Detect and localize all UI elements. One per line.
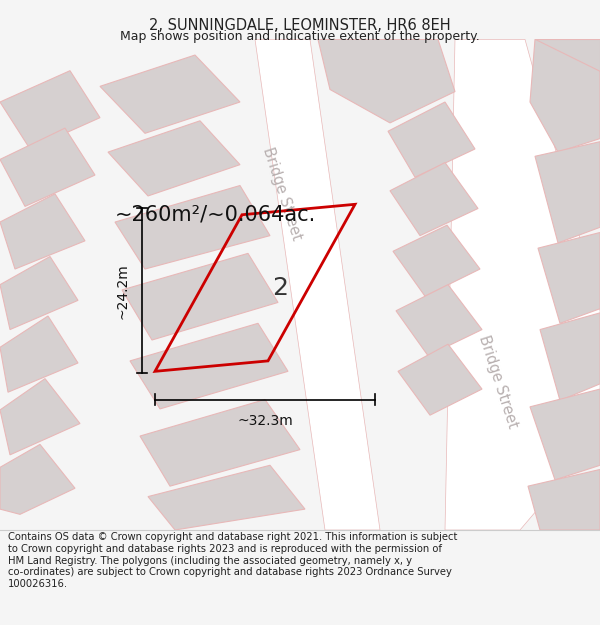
Text: Map shows position and indicative extent of the property.: Map shows position and indicative extent… bbox=[120, 30, 480, 43]
Polygon shape bbox=[0, 256, 78, 329]
Polygon shape bbox=[530, 39, 600, 152]
Text: ~32.3m: ~32.3m bbox=[237, 414, 293, 428]
Text: 2, SUNNINGDALE, LEOMINSTER, HR6 8EH: 2, SUNNINGDALE, LEOMINSTER, HR6 8EH bbox=[149, 18, 451, 32]
Polygon shape bbox=[108, 121, 240, 196]
Polygon shape bbox=[130, 323, 288, 409]
Polygon shape bbox=[530, 389, 600, 480]
Polygon shape bbox=[445, 39, 600, 530]
Polygon shape bbox=[396, 285, 482, 356]
Polygon shape bbox=[255, 39, 380, 530]
Polygon shape bbox=[318, 39, 455, 123]
Text: Bridge Street: Bridge Street bbox=[260, 146, 304, 242]
Polygon shape bbox=[148, 465, 305, 530]
Polygon shape bbox=[540, 313, 600, 401]
Polygon shape bbox=[0, 379, 80, 455]
Polygon shape bbox=[100, 55, 240, 133]
Polygon shape bbox=[393, 225, 480, 296]
Polygon shape bbox=[535, 142, 600, 243]
Polygon shape bbox=[388, 102, 475, 177]
Text: Bridge Street: Bridge Street bbox=[476, 333, 520, 430]
Text: ~260m²/~0.064ac.: ~260m²/~0.064ac. bbox=[115, 205, 316, 225]
Polygon shape bbox=[0, 444, 75, 514]
Text: Contains OS data © Crown copyright and database right 2021. This information is : Contains OS data © Crown copyright and d… bbox=[8, 532, 457, 589]
Polygon shape bbox=[398, 344, 482, 415]
Polygon shape bbox=[538, 232, 600, 323]
Polygon shape bbox=[390, 162, 478, 236]
Text: 2: 2 bbox=[272, 276, 288, 300]
Polygon shape bbox=[528, 469, 600, 530]
Polygon shape bbox=[140, 399, 300, 486]
Polygon shape bbox=[115, 186, 270, 269]
Polygon shape bbox=[535, 39, 600, 71]
Polygon shape bbox=[0, 316, 78, 392]
Text: ~24.2m: ~24.2m bbox=[116, 263, 130, 319]
Polygon shape bbox=[0, 194, 85, 269]
Polygon shape bbox=[0, 128, 95, 206]
Polygon shape bbox=[122, 253, 278, 340]
Polygon shape bbox=[0, 71, 100, 149]
